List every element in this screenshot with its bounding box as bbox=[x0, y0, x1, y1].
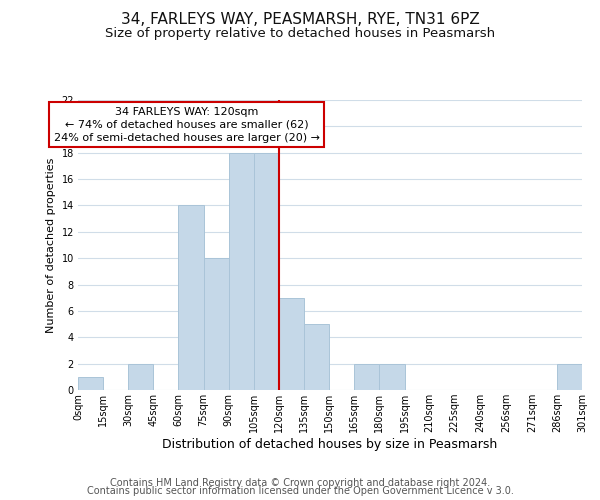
X-axis label: Distribution of detached houses by size in Peasmarsh: Distribution of detached houses by size … bbox=[163, 438, 497, 451]
Bar bbox=[557, 364, 582, 390]
Bar bbox=[379, 364, 404, 390]
Text: Contains HM Land Registry data © Crown copyright and database right 2024.: Contains HM Land Registry data © Crown c… bbox=[110, 478, 490, 488]
Text: Contains public sector information licensed under the Open Government Licence v : Contains public sector information licen… bbox=[86, 486, 514, 496]
Bar bbox=[304, 324, 329, 390]
Text: 34 FARLEYS WAY: 120sqm
← 74% of detached houses are smaller (62)
24% of semi-det: 34 FARLEYS WAY: 120sqm ← 74% of detached… bbox=[54, 106, 320, 143]
Bar bbox=[279, 298, 304, 390]
Bar bbox=[229, 152, 254, 390]
Text: 34, FARLEYS WAY, PEASMARSH, RYE, TN31 6PZ: 34, FARLEYS WAY, PEASMARSH, RYE, TN31 6P… bbox=[121, 12, 479, 28]
Bar bbox=[354, 364, 379, 390]
Text: Size of property relative to detached houses in Peasmarsh: Size of property relative to detached ho… bbox=[105, 28, 495, 40]
Bar bbox=[128, 364, 154, 390]
Bar bbox=[78, 377, 103, 390]
Bar bbox=[178, 206, 203, 390]
Y-axis label: Number of detached properties: Number of detached properties bbox=[46, 158, 56, 332]
Bar bbox=[254, 152, 279, 390]
Bar bbox=[203, 258, 229, 390]
